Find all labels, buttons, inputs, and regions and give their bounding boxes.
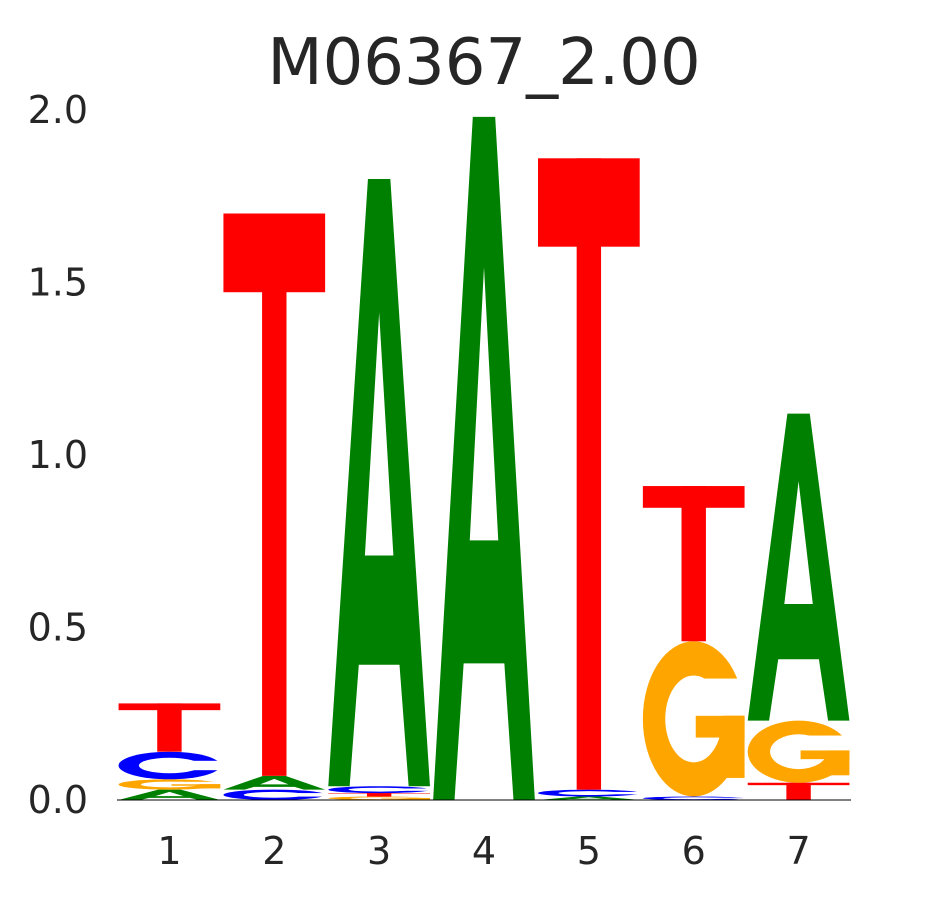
logo-letter-t <box>223 213 326 776</box>
logo-letter-a <box>118 789 221 800</box>
logo-letter-t <box>642 486 745 642</box>
logo-letter-a <box>747 413 850 721</box>
logo-letter-c <box>223 789 328 800</box>
y-axis: 0.0 0.5 1.0 1.5 2.0 <box>28 88 88 822</box>
logo-letter-c <box>118 751 223 780</box>
logo-letter-g <box>118 779 223 790</box>
logo-letter-t <box>747 782 850 800</box>
logo-letter-a <box>223 775 326 790</box>
logo-stack <box>328 179 433 801</box>
logo-letter-a <box>328 179 430 787</box>
logo-stack <box>223 213 328 800</box>
x-tick-label: 4 <box>472 829 496 873</box>
y-tick-label: 1.0 <box>28 433 88 477</box>
y-tick-label: 0.5 <box>28 606 88 650</box>
logo-stack <box>747 413 852 800</box>
logo-stack <box>642 486 747 801</box>
logo-letter-c <box>642 796 747 801</box>
y-tick-label: 0.0 <box>28 778 88 822</box>
logo-stack <box>433 116 535 800</box>
x-tick-label: 3 <box>367 829 391 873</box>
logo-letter-g <box>747 720 852 783</box>
logo-letter-t <box>538 158 640 790</box>
y-tick-label: 2.0 <box>28 88 88 132</box>
x-tick-label: 1 <box>157 829 181 873</box>
x-tick-label: 5 <box>577 829 601 873</box>
logo-stack <box>538 158 642 800</box>
x-axis: 1 2 3 4 5 6 7 <box>157 829 810 873</box>
logo-letter-g <box>328 796 433 801</box>
y-tick-label: 1.5 <box>28 261 88 305</box>
logo-letter-a <box>538 796 640 800</box>
x-tick-label: 6 <box>682 829 706 873</box>
chart-title: M06367_2.00 <box>267 26 700 100</box>
logo-letter-t <box>328 793 430 797</box>
letter-stacks <box>118 116 852 801</box>
logo-letter-t <box>118 703 221 752</box>
logo-letter-a <box>433 116 535 800</box>
logo-letter-g <box>642 641 747 797</box>
x-tick-label: 2 <box>262 829 286 873</box>
logo-letter-c <box>538 789 642 797</box>
logo-stack <box>118 703 223 800</box>
logo-letter-c <box>328 786 433 794</box>
x-tick-label: 7 <box>786 829 810 873</box>
